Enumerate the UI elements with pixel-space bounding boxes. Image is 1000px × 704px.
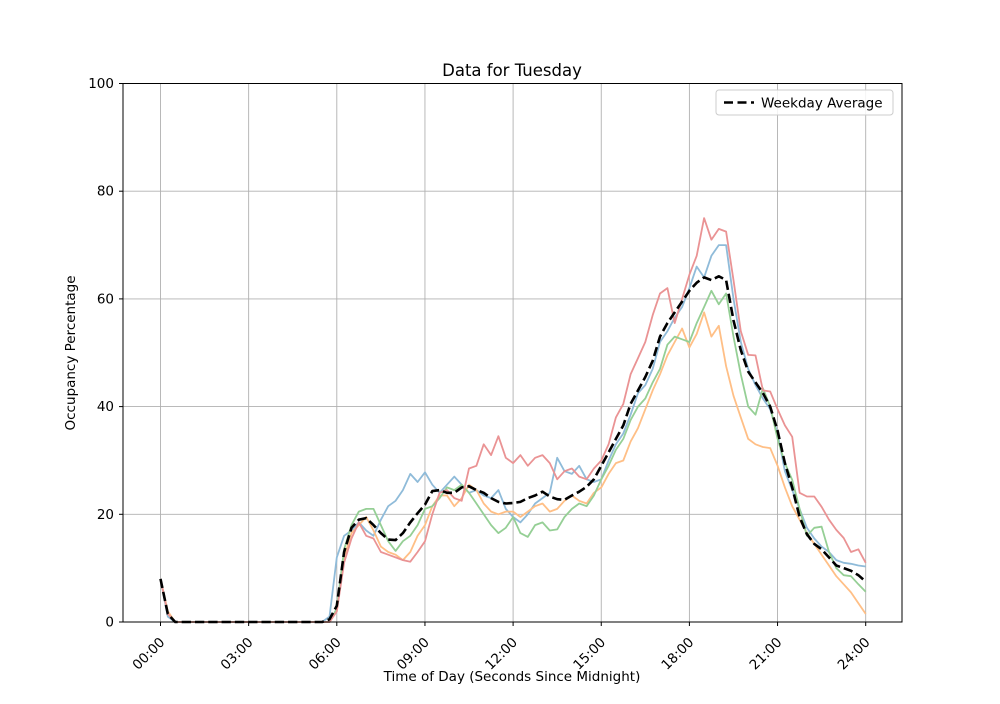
x-tick-label: 21:00 bbox=[747, 635, 786, 674]
x-tick-label: 06:00 bbox=[306, 635, 345, 674]
x-tick-label: 12:00 bbox=[482, 635, 521, 674]
legend-label: Weekday Average bbox=[761, 96, 883, 112]
grid-layer bbox=[123, 83, 902, 623]
y-tick-label: 60 bbox=[97, 291, 114, 307]
x-axis-label: Time of Day (Seconds Since Midnight) bbox=[383, 669, 641, 685]
y-tick-label: 80 bbox=[97, 184, 114, 200]
y-tick-label: 0 bbox=[105, 615, 114, 631]
x-tick-label: 18:00 bbox=[658, 635, 697, 674]
ticks-layer: 00:00 03:00 06:00 09:00 12:00 15:00 18:00 21:00… bbox=[88, 76, 873, 673]
x-tick-label: 15:00 bbox=[570, 635, 609, 674]
x-tick-label: 24:00 bbox=[835, 635, 874, 674]
x-tick-label: 09:00 bbox=[394, 635, 433, 674]
plot-border bbox=[122, 83, 903, 623]
chart-title: Data for Tuesday bbox=[442, 61, 582, 80]
y-tick-label: 40 bbox=[97, 399, 114, 415]
x-tick-label: 03:00 bbox=[218, 635, 257, 674]
legend-box bbox=[715, 89, 894, 116]
x-tick-label: 00:00 bbox=[130, 635, 169, 674]
y-tick-label: 20 bbox=[97, 507, 114, 523]
y-tick-label: 100 bbox=[88, 76, 114, 92]
y-axis-label: Occupancy Percentage bbox=[63, 275, 79, 430]
legend: Weekday Average bbox=[715, 89, 894, 116]
